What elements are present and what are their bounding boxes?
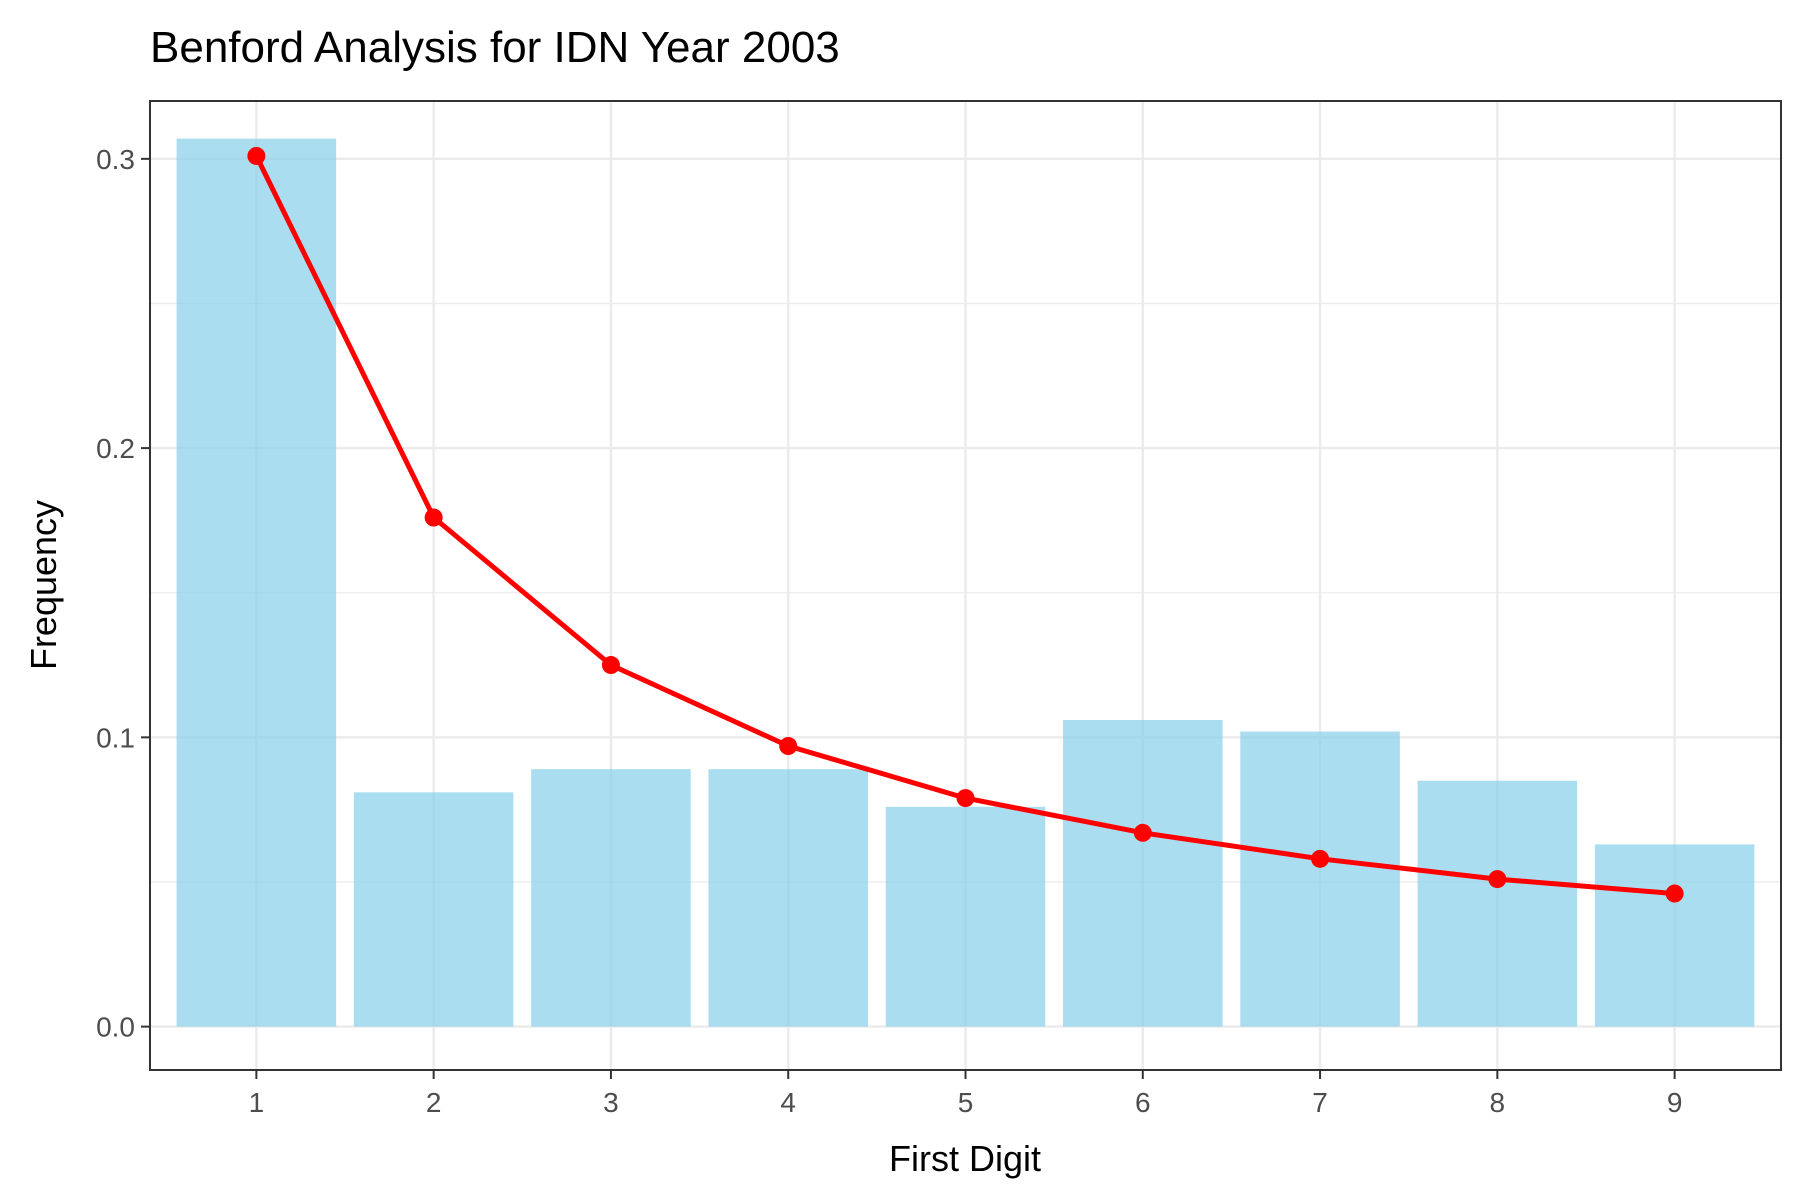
x-tick-labels: 1 2 3 4 5 6 7 8 9 (249, 1087, 1683, 1118)
y-tick-label: 0.0 (96, 1012, 135, 1043)
x-tick-label: 8 (1490, 1087, 1506, 1118)
x-tick-label: 3 (603, 1087, 619, 1118)
bar (1063, 720, 1223, 1027)
y-axis-title: Frequency (23, 500, 64, 670)
y-tick-label: 0.3 (96, 144, 135, 175)
bar (176, 138, 337, 1027)
line-point (1488, 870, 1507, 889)
bar (353, 792, 514, 1027)
bar (708, 769, 868, 1027)
bar-series (176, 138, 1755, 1027)
line-point (247, 146, 266, 165)
x-tick-label: 4 (780, 1087, 796, 1118)
line-point (956, 789, 975, 808)
bar (1594, 844, 1755, 1027)
axis-ticks (141, 157, 1676, 1079)
y-tick-label: 0.1 (96, 722, 135, 753)
x-tick-label: 1 (249, 1087, 265, 1118)
chart-title: Benford Analysis for IDN Year 2003 (150, 23, 840, 72)
line-series (247, 146, 1684, 903)
line-point (1311, 849, 1330, 868)
x-tick-label: 7 (1312, 1087, 1328, 1118)
x-axis-title: First Digit (889, 1138, 1041, 1179)
line-point (1133, 823, 1152, 842)
bar (1240, 731, 1400, 1027)
x-tick-label: 6 (1135, 1087, 1151, 1118)
x-tick-label: 2 (426, 1087, 442, 1118)
line-point (779, 737, 798, 756)
y-tick-labels: 0.0 0.1 0.2 0.3 (96, 144, 135, 1043)
line-point (601, 656, 620, 675)
x-tick-label: 9 (1667, 1087, 1683, 1118)
line-point (1665, 884, 1684, 903)
y-tick-label: 0.2 (96, 433, 135, 464)
line-point (424, 508, 443, 527)
bar (1417, 780, 1578, 1027)
bar (885, 806, 1046, 1027)
bar (531, 769, 691, 1027)
x-tick-label: 5 (958, 1087, 974, 1118)
